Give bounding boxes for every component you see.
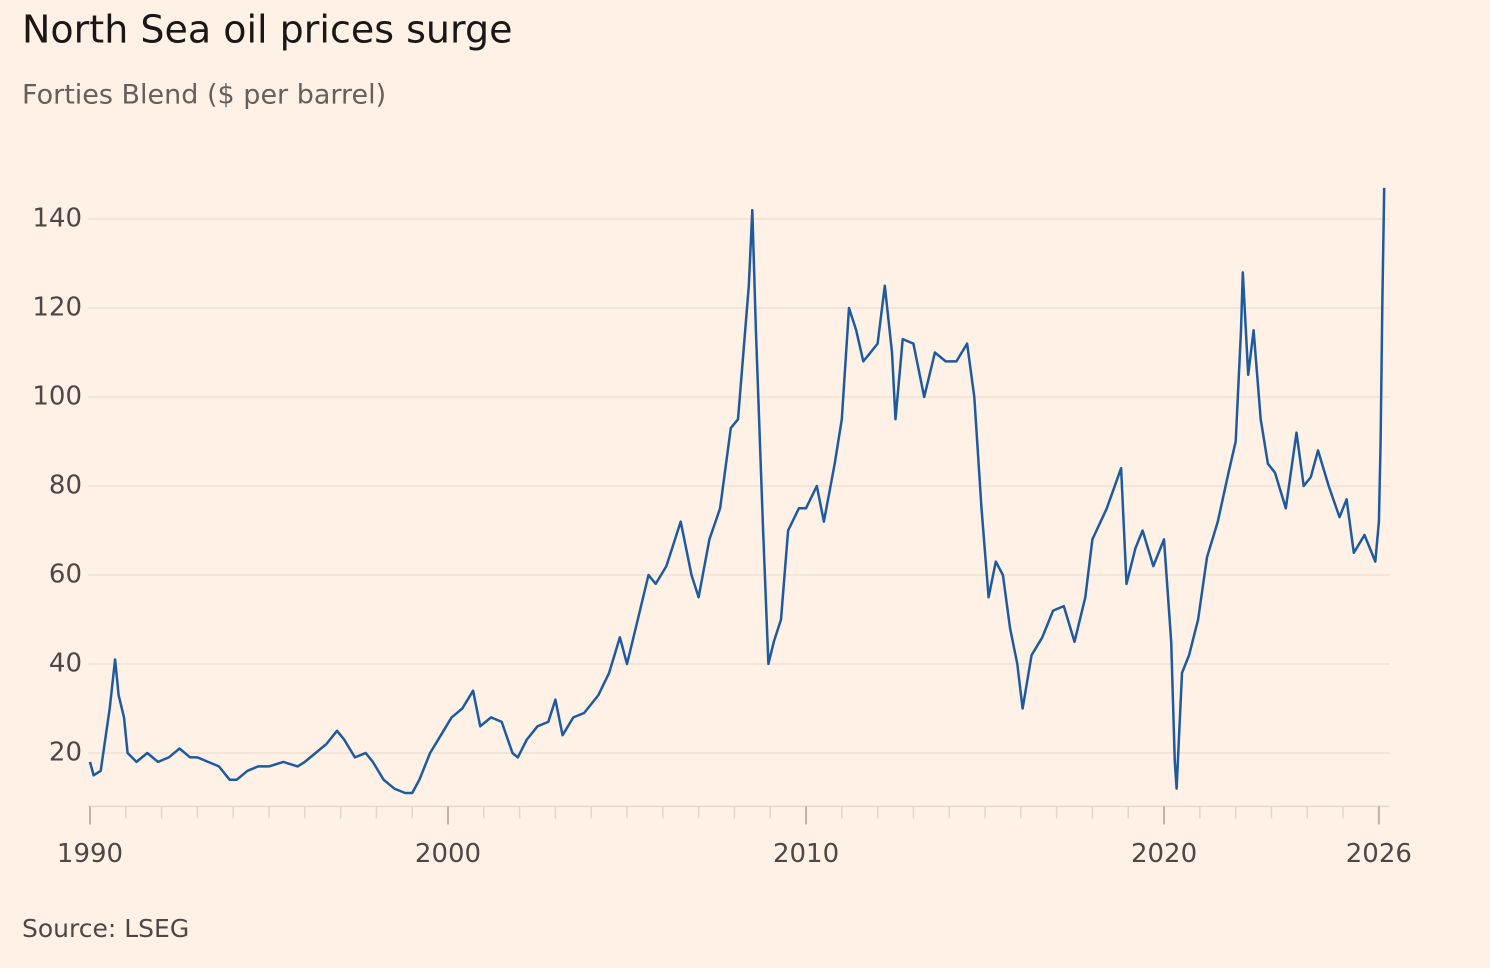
x-tick-label: 2000 [415,839,481,869]
chart-subtitle: Forties Blend ($ per barrel) [22,80,386,111]
y-tick-label: 140 [32,204,82,234]
y-tick-label: 60 [49,560,82,590]
y-tick-label: 80 [49,471,82,501]
x-tick-label: 1990 [57,839,123,869]
y-tick-label: 40 [49,649,82,679]
y-tick-label: 120 [32,293,82,323]
x-tick-label: 2026 [1346,839,1412,869]
chart-title: North Sea oil prices surge [22,8,512,52]
x-tick-label: 2010 [773,839,839,869]
y-tick-label: 20 [49,738,82,768]
source: Source: LSEG [22,914,189,943]
x-tick-label: 2020 [1131,839,1197,869]
y-tick-label: 100 [32,382,82,412]
price-line [88,187,1386,795]
